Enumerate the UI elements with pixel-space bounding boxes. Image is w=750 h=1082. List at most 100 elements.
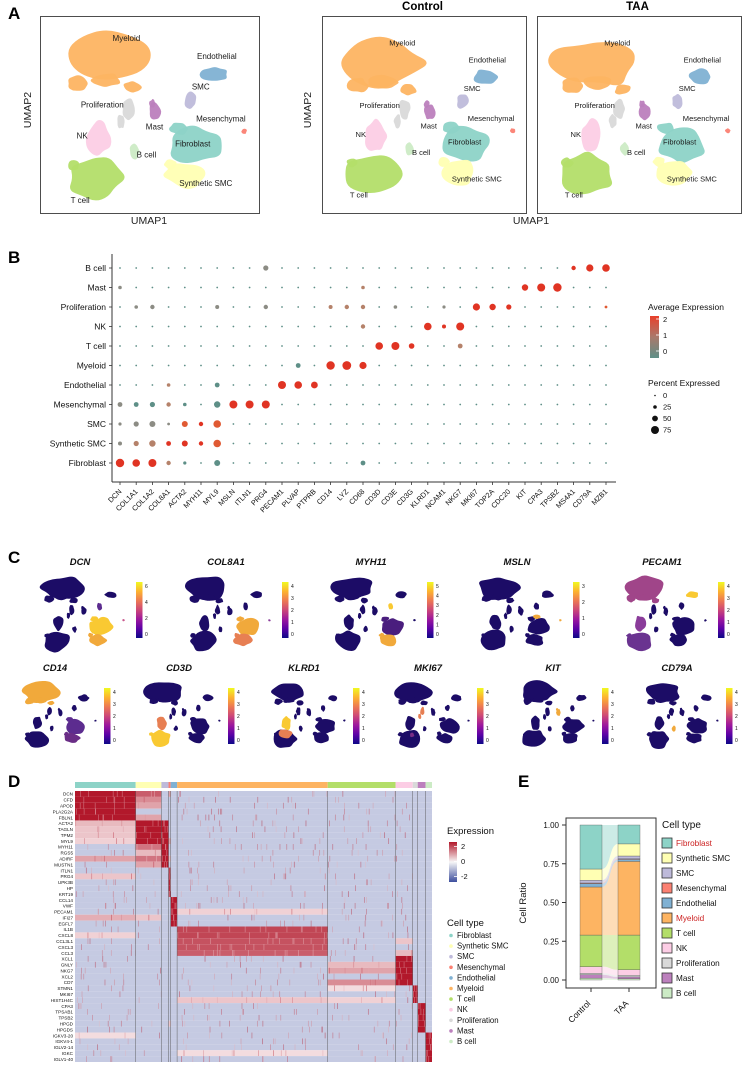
- svg-text:0.75: 0.75: [543, 860, 559, 869]
- svg-text:2: 2: [461, 842, 465, 851]
- svg-text:TPSB2: TPSB2: [58, 1016, 73, 1021]
- svg-text:Endothelial: Endothelial: [676, 899, 717, 908]
- svg-text:B cell: B cell: [627, 148, 646, 157]
- svg-text:Proliferation: Proliferation: [61, 302, 107, 312]
- svg-text:NKG7: NKG7: [60, 968, 73, 973]
- svg-text:0: 0: [486, 738, 489, 744]
- svg-text:2: 2: [735, 714, 738, 720]
- svg-text:CCL3L1: CCL3L1: [56, 939, 73, 944]
- feature-plot-PECAM1: PECAM1 4 3 2 1 0: [612, 556, 746, 658]
- svg-text:CD68: CD68: [347, 487, 366, 506]
- svg-text:Endothelial: Endothelial: [469, 56, 507, 65]
- svg-text:IL1B: IL1B: [64, 927, 73, 932]
- feature-plot-CD14: CD14 4 3 2 1 0: [12, 662, 128, 760]
- svg-text:XCL1: XCL1: [62, 957, 74, 962]
- feature-plot-MSLN: MSLN 3 2 1 0: [467, 556, 601, 658]
- feature-plot-CD79A: CD79A 4 3 2 1 0: [634, 662, 750, 760]
- feature-plot-MKI67: MKI67 4 3 2 1 0: [385, 662, 501, 760]
- svg-text:NK: NK: [77, 132, 89, 141]
- svg-text:2: 2: [436, 613, 439, 619]
- umap-plot-control: Myeloid Endothelial SMC Proliferation Mast Me…: [322, 16, 527, 214]
- svg-text:3: 3: [436, 603, 439, 609]
- svg-text:T cell: T cell: [350, 191, 368, 200]
- svg-text:PECAM1: PECAM1: [54, 910, 73, 915]
- svg-text:RGS5: RGS5: [60, 851, 73, 856]
- svg-text:FBLN1: FBLN1: [59, 815, 74, 820]
- umap-control-svg: Myeloid Endothelial SMC Proliferation Mast Me…: [341, 36, 516, 200]
- svg-text:HIST1H4C: HIST1H4C: [51, 998, 74, 1003]
- svg-text:IGKV4-1: IGKV4-1: [55, 1039, 73, 1044]
- svg-text:GNLY: GNLY: [61, 963, 73, 968]
- svg-text:0: 0: [663, 391, 667, 400]
- svg-text:STMN1: STMN1: [57, 986, 73, 991]
- svg-text:B cell: B cell: [457, 1037, 476, 1046]
- svg-text:4: 4: [291, 584, 294, 590]
- svg-text:SMC: SMC: [679, 84, 696, 93]
- svg-text:CD79A: CD79A: [661, 663, 692, 674]
- svg-text:NK: NK: [356, 130, 366, 139]
- svg-text:2: 2: [362, 714, 365, 720]
- svg-text:SMC: SMC: [676, 869, 694, 878]
- svg-text:MSLN: MSLN: [503, 557, 531, 568]
- svg-text:T cell: T cell: [676, 929, 696, 938]
- svg-text:4: 4: [113, 690, 116, 696]
- umap1-axis-label-right: UMAP1: [512, 215, 550, 227]
- svg-text:SMC: SMC: [87, 419, 106, 429]
- svg-text:2: 2: [582, 600, 585, 606]
- svg-text:CXCL8: CXCL8: [58, 933, 73, 938]
- umap-plot-all: Myeloid Endothelial SMC Proliferation Mast Me…: [40, 16, 260, 214]
- svg-text:4: 4: [145, 600, 148, 606]
- svg-text:Mast: Mast: [636, 122, 653, 131]
- svg-text:1: 1: [362, 726, 365, 732]
- svg-text:3: 3: [486, 702, 489, 708]
- svg-text:Average Expression: Average Expression: [648, 302, 724, 312]
- svg-text:Mast: Mast: [421, 122, 438, 131]
- svg-text:IGLV1-40: IGLV1-40: [54, 1057, 74, 1062]
- svg-text:2: 2: [663, 315, 667, 324]
- svg-text:IGKC: IGKC: [62, 1051, 74, 1056]
- svg-text:MYH11: MYH11: [356, 557, 387, 568]
- svg-text:KIT: KIT: [545, 663, 562, 674]
- feature-plot-CD3D: CD3D 4 3 2 1 0: [136, 662, 252, 760]
- svg-text:PRG4: PRG4: [60, 874, 73, 879]
- svg-text:1: 1: [735, 726, 738, 732]
- svg-text:4: 4: [486, 690, 489, 696]
- svg-text:B cell: B cell: [412, 148, 431, 157]
- svg-text:T cell: T cell: [71, 196, 90, 205]
- svg-text:1.00: 1.00: [543, 821, 559, 830]
- svg-text:COL8A1: COL8A1: [207, 557, 244, 568]
- svg-text:Mesenchymal: Mesenchymal: [196, 115, 246, 124]
- svg-text:CD14: CD14: [315, 487, 334, 506]
- svg-text:VWF: VWF: [63, 904, 73, 909]
- svg-text:4: 4: [362, 690, 365, 696]
- svg-text:DCN: DCN: [70, 557, 92, 568]
- svg-text:ADIRF: ADIRF: [59, 857, 73, 862]
- svg-text:Synthetic SMC: Synthetic SMC: [676, 854, 730, 863]
- feature-plot-COL8A1: COL8A1 4 3 2 1 0: [176, 556, 310, 658]
- umap-taa-svg: Myeloid Endothelial SMC Proliferation Mast Me…: [548, 39, 731, 200]
- svg-text:Endothelial: Endothelial: [684, 56, 722, 65]
- svg-text:Synthetic SMC: Synthetic SMC: [50, 439, 106, 449]
- svg-text:T cell: T cell: [565, 191, 583, 200]
- svg-text:0: 0: [436, 632, 439, 638]
- svg-text:3: 3: [735, 702, 738, 708]
- svg-text:6: 6: [145, 584, 148, 590]
- svg-text:Myeloid: Myeloid: [113, 34, 141, 43]
- svg-text:0.50: 0.50: [543, 899, 559, 908]
- svg-text:0: 0: [291, 632, 294, 638]
- svg-text:Synthetic SMC: Synthetic SMC: [452, 175, 502, 184]
- svg-text:PLA2G2A: PLA2G2A: [53, 809, 74, 814]
- svg-text:Fibroblast: Fibroblast: [663, 138, 697, 147]
- svg-text:SMC: SMC: [457, 952, 475, 961]
- svg-text:Expression: Expression: [447, 826, 494, 837]
- svg-text:Synthetic SMC: Synthetic SMC: [667, 175, 717, 184]
- svg-text:3: 3: [582, 584, 585, 590]
- svg-text:Fibroblast: Fibroblast: [69, 458, 107, 468]
- svg-text:3: 3: [291, 596, 294, 602]
- svg-text:1: 1: [727, 620, 730, 626]
- svg-text:0: 0: [113, 738, 116, 744]
- svg-text:Endothelial: Endothelial: [197, 52, 237, 61]
- panel-b-label: B: [8, 248, 21, 267]
- svg-text:1: 1: [486, 726, 489, 732]
